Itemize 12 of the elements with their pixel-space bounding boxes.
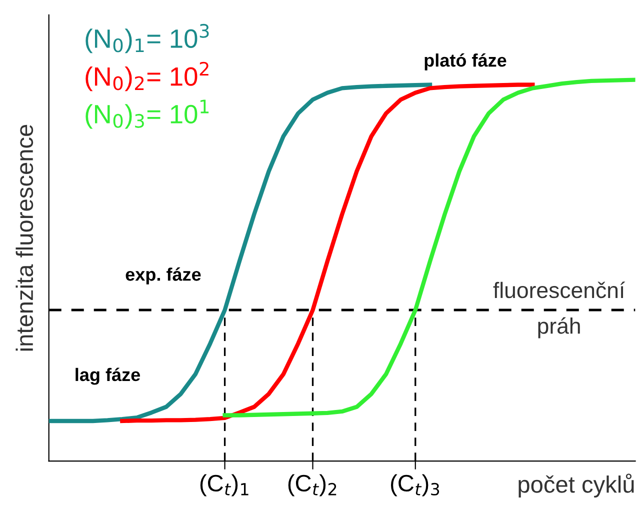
text: plató fáze [424,53,506,70]
annotation: lag fáze [76,368,140,385]
x-tick-label: (C$_{t}$)$_{3}$ [390,474,440,496]
x-tick-label: (C$_{t}$)$_{1}$ [200,474,248,496]
text: (N$_{0}$)$_{1}$= 10$^{3}$ [86,24,209,54]
text: (N$_{0}$)$_{2}$= 10$^{2}$ [86,62,208,92]
x-axis-title: počet cyklů [518,474,634,498]
y-axis-title: intenzita fluorescence [16,124,34,351]
ref-line-label: fluorescenční práh [493,282,626,338]
x-tick-label: (C$_{t}$)$_{2}$ [288,474,336,496]
text: (N$_{0}$)$_{3}$= 10$^{1}$ [86,100,209,129]
annotation: exp. fáze [126,267,201,284]
